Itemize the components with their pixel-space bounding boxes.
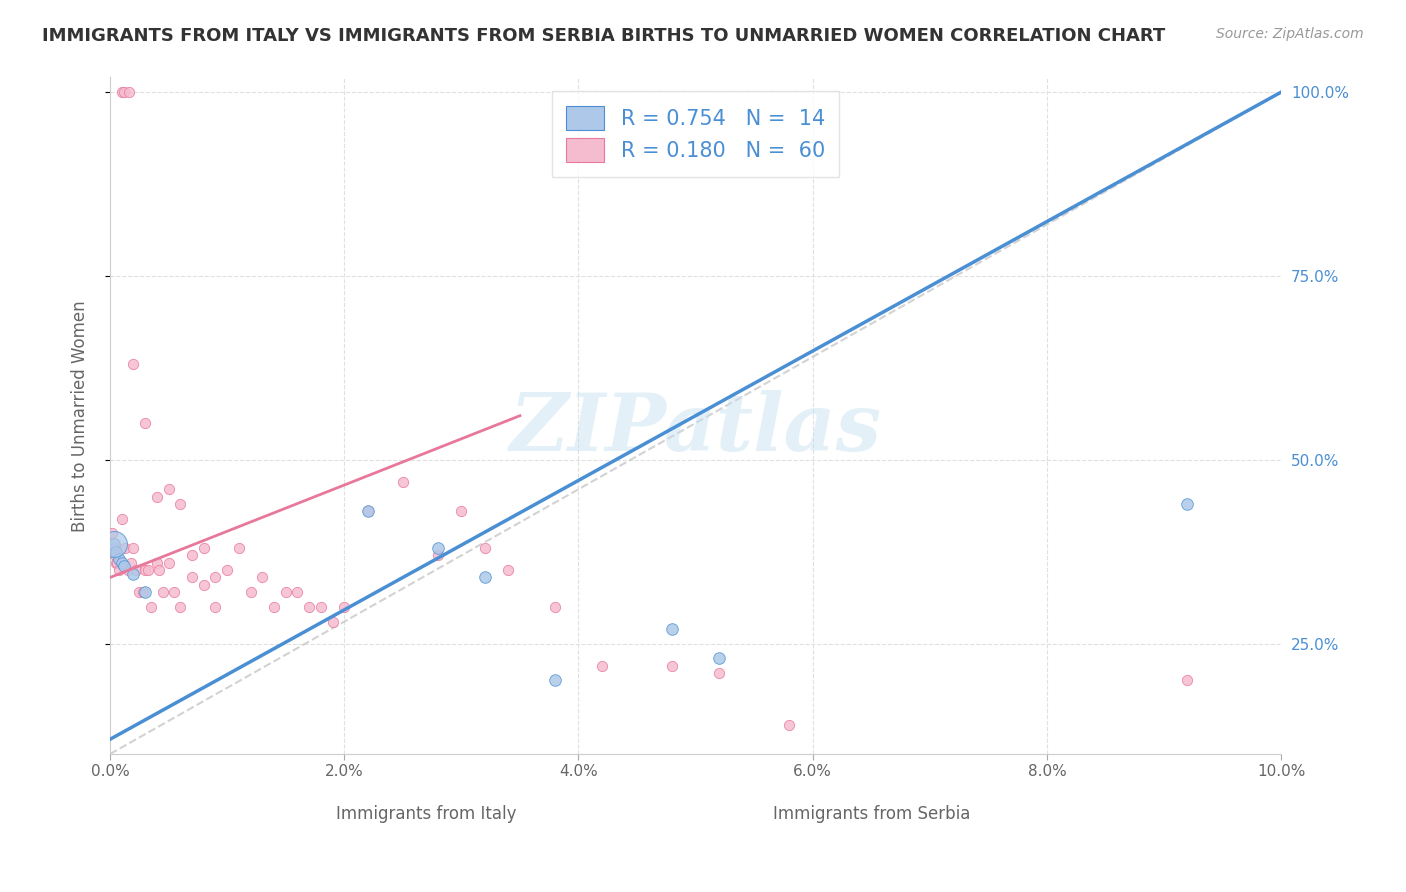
Point bbox=[181, 549, 204, 563]
Point bbox=[120, 556, 142, 570]
Point bbox=[1177, 497, 1199, 511]
Point bbox=[139, 599, 162, 614]
Point bbox=[591, 658, 613, 673]
Point bbox=[134, 416, 156, 430]
Point bbox=[333, 599, 356, 614]
Point bbox=[263, 599, 285, 614]
Text: Immigrants from Serbia: Immigrants from Serbia bbox=[772, 805, 970, 822]
Point bbox=[114, 541, 136, 555]
Point bbox=[105, 556, 128, 570]
Point bbox=[117, 563, 139, 577]
Point bbox=[322, 615, 344, 629]
Point bbox=[128, 585, 150, 599]
Point bbox=[169, 599, 191, 614]
Point bbox=[101, 526, 124, 541]
Point bbox=[103, 541, 125, 555]
Point bbox=[108, 563, 131, 577]
Point bbox=[134, 563, 156, 577]
Point bbox=[707, 666, 730, 681]
Point bbox=[357, 504, 380, 518]
Point bbox=[112, 85, 135, 99]
Point bbox=[426, 541, 449, 555]
Point bbox=[474, 570, 496, 584]
Text: IMMIGRANTS FROM ITALY VS IMMIGRANTS FROM SERBIA BIRTHS TO UNMARRIED WOMEN CORREL: IMMIGRANTS FROM ITALY VS IMMIGRANTS FROM… bbox=[42, 27, 1166, 45]
Point bbox=[163, 585, 186, 599]
Point bbox=[496, 563, 519, 577]
Point bbox=[450, 504, 472, 518]
Text: Source: ZipAtlas.com: Source: ZipAtlas.com bbox=[1216, 27, 1364, 41]
Point bbox=[778, 717, 800, 731]
Point bbox=[148, 563, 170, 577]
Point bbox=[1177, 673, 1199, 688]
Text: ZIPatlas: ZIPatlas bbox=[509, 391, 882, 468]
Point bbox=[118, 85, 141, 99]
Legend: R = 0.754   N =  14, R = 0.180   N =  60: R = 0.754 N = 14, R = 0.180 N = 60 bbox=[551, 91, 839, 177]
Point bbox=[157, 556, 180, 570]
Point bbox=[169, 497, 191, 511]
Point bbox=[122, 357, 145, 371]
Point bbox=[146, 556, 169, 570]
Point bbox=[661, 658, 683, 673]
Point bbox=[112, 559, 135, 574]
Point bbox=[392, 475, 415, 489]
Point bbox=[204, 599, 226, 614]
Point bbox=[357, 504, 380, 518]
Point bbox=[111, 556, 134, 570]
Point bbox=[132, 585, 155, 599]
Point bbox=[193, 578, 215, 592]
Point bbox=[287, 585, 309, 599]
Point bbox=[104, 549, 127, 563]
Point bbox=[146, 490, 169, 504]
Point bbox=[707, 651, 730, 665]
Point bbox=[103, 537, 125, 551]
Point bbox=[104, 545, 127, 559]
Point bbox=[474, 541, 496, 555]
Point bbox=[134, 585, 156, 599]
Point bbox=[103, 537, 125, 551]
Point bbox=[122, 566, 145, 581]
Y-axis label: Births to Unmarried Women: Births to Unmarried Women bbox=[72, 300, 89, 532]
Point bbox=[152, 585, 174, 599]
Point bbox=[274, 585, 297, 599]
Point bbox=[111, 85, 134, 99]
Point bbox=[239, 585, 262, 599]
Point bbox=[309, 599, 332, 614]
Point bbox=[228, 541, 250, 555]
Point bbox=[136, 563, 159, 577]
Point bbox=[426, 549, 449, 563]
Point bbox=[111, 511, 134, 525]
Point bbox=[204, 570, 226, 584]
Point bbox=[104, 556, 127, 570]
Point bbox=[193, 541, 215, 555]
Point bbox=[181, 570, 204, 584]
Point bbox=[217, 563, 239, 577]
Point bbox=[544, 599, 567, 614]
Point bbox=[298, 599, 321, 614]
Point bbox=[108, 552, 131, 566]
Point bbox=[544, 673, 567, 688]
Point bbox=[122, 541, 145, 555]
Point bbox=[157, 482, 180, 496]
Point bbox=[125, 563, 148, 577]
Point bbox=[252, 570, 274, 584]
Text: Immigrants from Italy: Immigrants from Italy bbox=[336, 805, 516, 822]
Point bbox=[661, 622, 683, 636]
